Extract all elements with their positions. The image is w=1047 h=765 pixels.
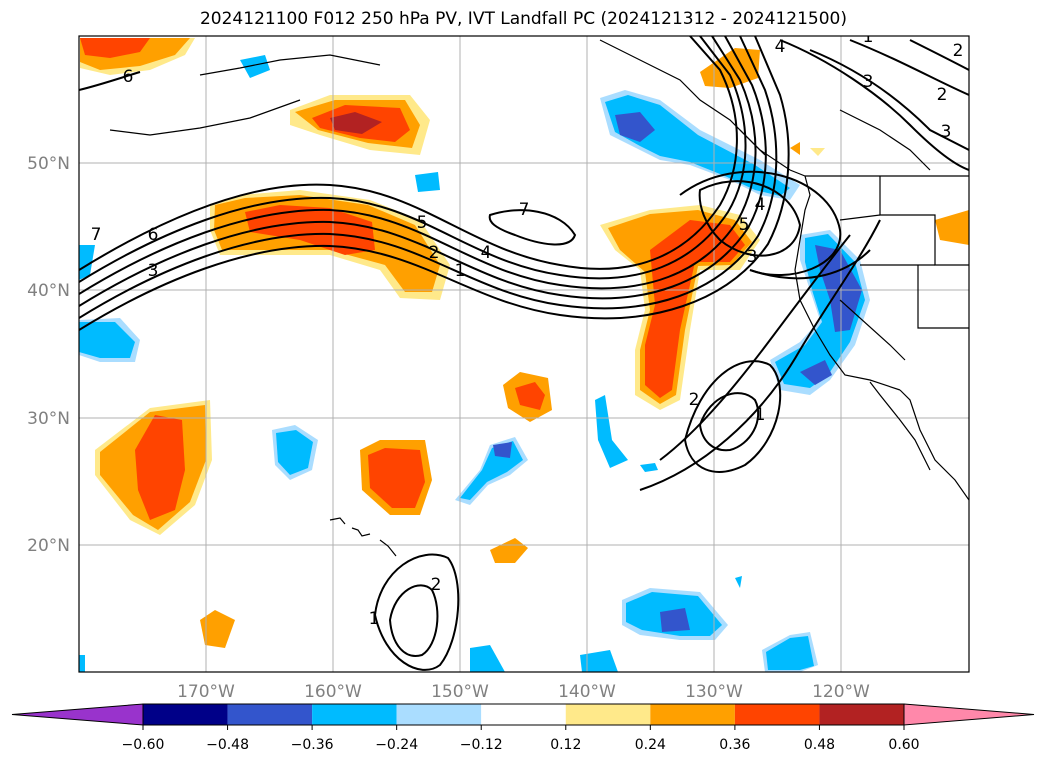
contours — [79, 36, 969, 671]
lon-label: 160°W — [304, 682, 362, 702]
lat-label: 50°N — [27, 154, 70, 174]
contour-label: 5 — [417, 213, 428, 233]
colorbar-bin — [734, 704, 820, 725]
contour-label: 2 — [689, 390, 700, 410]
contour-label: 4 — [481, 243, 492, 263]
colorbar-bin — [312, 704, 397, 725]
colorbar-bin — [565, 704, 651, 725]
contour-label: 2 — [953, 41, 964, 61]
map-frame — [78, 35, 970, 673]
contour-label: 4 — [775, 37, 786, 57]
pv-shading — [79, 38, 969, 672]
contour-label: 5 — [739, 215, 750, 235]
contour-label: 2 — [937, 85, 948, 105]
lon-label: 130°W — [685, 682, 743, 702]
lat-label: 40°N — [27, 281, 70, 301]
colorbar-tick-label: 0.24 — [635, 737, 666, 753]
colorbar-tick-label: −0.48 — [206, 737, 249, 753]
lon-label: 150°W — [431, 682, 489, 702]
colorbar-tick-label: −0.12 — [460, 737, 503, 753]
colorbar-frame — [142, 703, 905, 726]
contour-label: 6 — [148, 225, 159, 245]
colorbar-tick-label: 0.60 — [888, 737, 919, 753]
colorbar-bin — [143, 704, 228, 725]
colorbar-tick-label: −0.36 — [291, 737, 334, 753]
contour-label: 2 — [431, 575, 442, 595]
contour-label: 1 — [455, 261, 466, 281]
colorbar-bin — [227, 704, 313, 725]
colorbar-tick-label: −0.60 — [122, 737, 165, 753]
colorbar-bin — [396, 704, 482, 725]
lon-label: 120°W — [812, 682, 870, 702]
contour-label: 2 — [429, 243, 440, 263]
colorbar-tick-label: −0.24 — [375, 737, 418, 753]
chart-title: 2024121100 F012 250 hPa PV, IVT Landfall… — [199, 9, 847, 29]
colorbar-bin — [481, 704, 566, 725]
contour-label: 1 — [369, 609, 380, 629]
contour-label: 4 — [755, 195, 766, 215]
contour-label: 7 — [519, 200, 530, 220]
colorbar: −0.60 −0.48 −0.36 −0.24 −0.12 0.12 0.24 0.36 0.4… — [11, 703, 1035, 753]
latitude-labels: 20°N 30°N 40°N 50°N — [27, 154, 70, 556]
colorbar-extend-low — [11, 703, 144, 726]
contour-label: 1 — [755, 405, 766, 425]
lat-label: 20°N — [27, 536, 70, 556]
contour-label: 3 — [747, 247, 758, 267]
colorbar-tick-label: 0.12 — [550, 737, 581, 753]
colorbar-bin — [650, 704, 735, 725]
gridlines — [79, 36, 969, 672]
contour-label: 3 — [941, 122, 952, 142]
colorbar-tick-label: 0.48 — [804, 737, 835, 753]
contour-label: 1 — [863, 27, 874, 47]
colorbar-bin — [819, 704, 904, 725]
colorbar-tick-label: 0.36 — [719, 737, 750, 753]
contour-label: 7 — [91, 225, 102, 245]
colorbar-extend-high — [903, 703, 1035, 726]
coastlines — [109, 39, 969, 557]
contour-label: 6 — [123, 67, 134, 87]
lon-label: 140°W — [558, 682, 616, 702]
lat-label: 30°N — [27, 409, 70, 429]
contour-label: 3 — [148, 261, 159, 281]
contour-label: 3 — [863, 72, 874, 92]
lon-label: 170°W — [177, 682, 235, 702]
longitude-labels: 170°W 160°W 150°W 140°W 130°W 120°W — [177, 682, 870, 702]
